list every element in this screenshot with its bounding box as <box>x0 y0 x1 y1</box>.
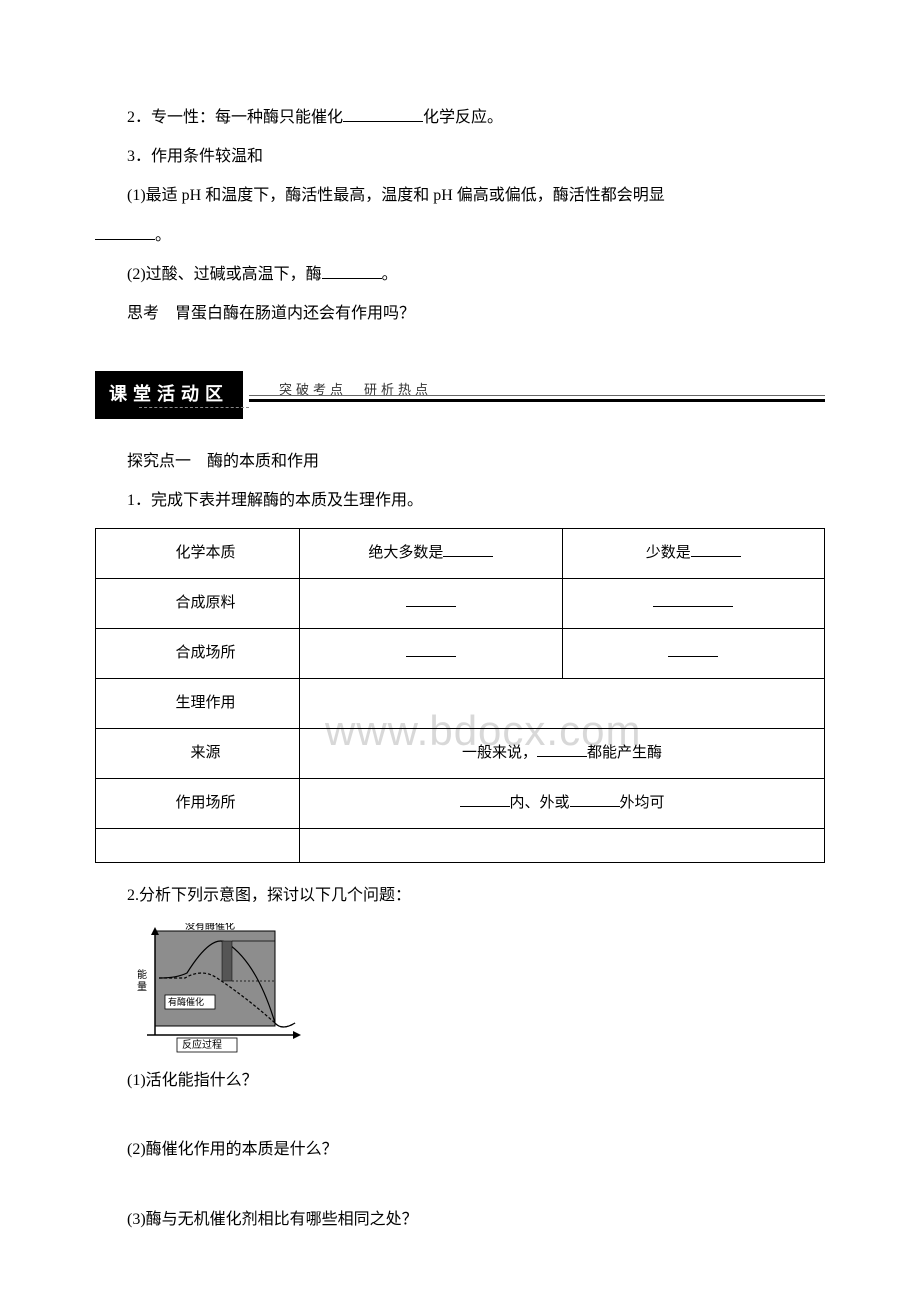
cell <box>300 829 825 863</box>
table-row: 合成场所 <box>96 629 825 679</box>
blank <box>343 106 423 122</box>
para-condition-1-tail: 。 <box>95 218 825 253</box>
blank <box>443 542 493 557</box>
text: 都能产生酶 <box>587 745 662 761</box>
cell: 合成原料 <box>96 579 300 629</box>
cell: 少数是 <box>562 529 824 579</box>
para-explore-heading: 探究点一 酶的本质和作用 <box>95 444 825 479</box>
diagram-xlabel: 反应过程 <box>182 1038 222 1051</box>
blank <box>653 592 733 607</box>
para-table-intro: 1．完成下表并理解酶的本质及生理作用。 <box>95 483 825 518</box>
diagram-label-has-enzyme: 有酶催化 <box>168 996 204 1007</box>
para-think: 思考 胃蛋白酶在肠道内还会有作用吗？ <box>95 296 825 331</box>
para-specificity: 2．专一性：每一种酶只能催化 化学反应。 <box>95 100 825 135</box>
question-2: (2)酶催化作用的本质是什么？ <box>95 1132 825 1167</box>
blank <box>570 792 620 807</box>
cell <box>96 829 300 863</box>
blank <box>95 224 155 240</box>
para-condition-1: (1)最适 pH 和温度下，酶活性最高，温度和 pH 偏高或偏低，酶活性都会明显 <box>95 178 825 213</box>
table-row: 生理作用 <box>96 679 825 729</box>
text: (2)过酸、过碱或高温下，酶 <box>127 266 322 283</box>
blank <box>460 792 510 807</box>
cell: 合成场所 <box>96 629 300 679</box>
para-conditions-heading: 3．作用条件较温和 <box>95 139 825 174</box>
cell <box>300 629 562 679</box>
svg-text:量: 量 <box>137 981 147 993</box>
text: (1)最适 pH 和温度下，酶活性最高，温度和 pH 偏高或偏低，酶活性都会明显 <box>127 187 665 204</box>
cell: 生理作用 <box>96 679 300 729</box>
text: 。 <box>155 227 171 244</box>
blank <box>691 542 741 557</box>
blank <box>322 263 382 279</box>
table-row: 来源 一般来说， 都能产生酶 <box>96 729 825 779</box>
enzyme-table: 化学本质 绝大多数是 少数是 合成原料 合成场所 生理作用 来源 一般来说， 都能… <box>95 528 825 863</box>
text: 少数是 <box>646 545 691 561</box>
text: 。 <box>382 266 398 283</box>
blank <box>668 642 718 657</box>
text: 外均可 <box>620 795 665 811</box>
cell <box>300 579 562 629</box>
cell: 化学本质 <box>96 529 300 579</box>
question-3: (3)酶与无机催化剂相比有哪些相同之处？ <box>95 1202 825 1237</box>
cell: 来源 <box>96 729 300 779</box>
cell: 作用场所 <box>96 779 300 829</box>
table-row: 作用场所 内、外或 外均可 <box>96 779 825 829</box>
cell: 绝大多数是 <box>300 529 562 579</box>
blank <box>406 642 456 657</box>
diagram-label-no-enzyme: 没有酶催化 <box>185 923 235 932</box>
cell <box>300 679 825 729</box>
diagram-ylabel: 能 <box>137 968 147 981</box>
cell: 一般来说， 都能产生酶 <box>300 729 825 779</box>
cell: 内、外或 外均可 <box>300 779 825 829</box>
table-row: 合成原料 <box>96 579 825 629</box>
blank <box>537 742 587 757</box>
table-row <box>96 829 825 863</box>
text: 绝大多数是 <box>368 545 443 561</box>
energy-diagram: 没有酶催化 有酶催化 能 量 反应过程 <box>127 923 337 1053</box>
table-row: 化学本质 绝大多数是 少数是 <box>96 529 825 579</box>
cell <box>562 629 824 679</box>
text: 内、外或 <box>510 795 570 811</box>
para-diagram-intro: 2.分析下列示意图，探讨以下几个问题： <box>95 878 825 913</box>
section-banner: 课堂活动区 突破考点 研析热点 <box>95 371 825 419</box>
cell <box>562 579 824 629</box>
banner-title: 课堂活动区 <box>95 371 243 419</box>
text: 2．专一性：每一种酶只能催化 <box>127 109 343 126</box>
blank <box>406 592 456 607</box>
text: 化学反应。 <box>423 109 503 126</box>
banner-line: 突破考点 研析热点 <box>249 388 825 402</box>
text: 一般来说， <box>462 745 537 761</box>
para-condition-2: (2)过酸、过碱或高温下，酶 。 <box>95 257 825 292</box>
question-1: (1)活化能指什么？ <box>95 1063 825 1098</box>
